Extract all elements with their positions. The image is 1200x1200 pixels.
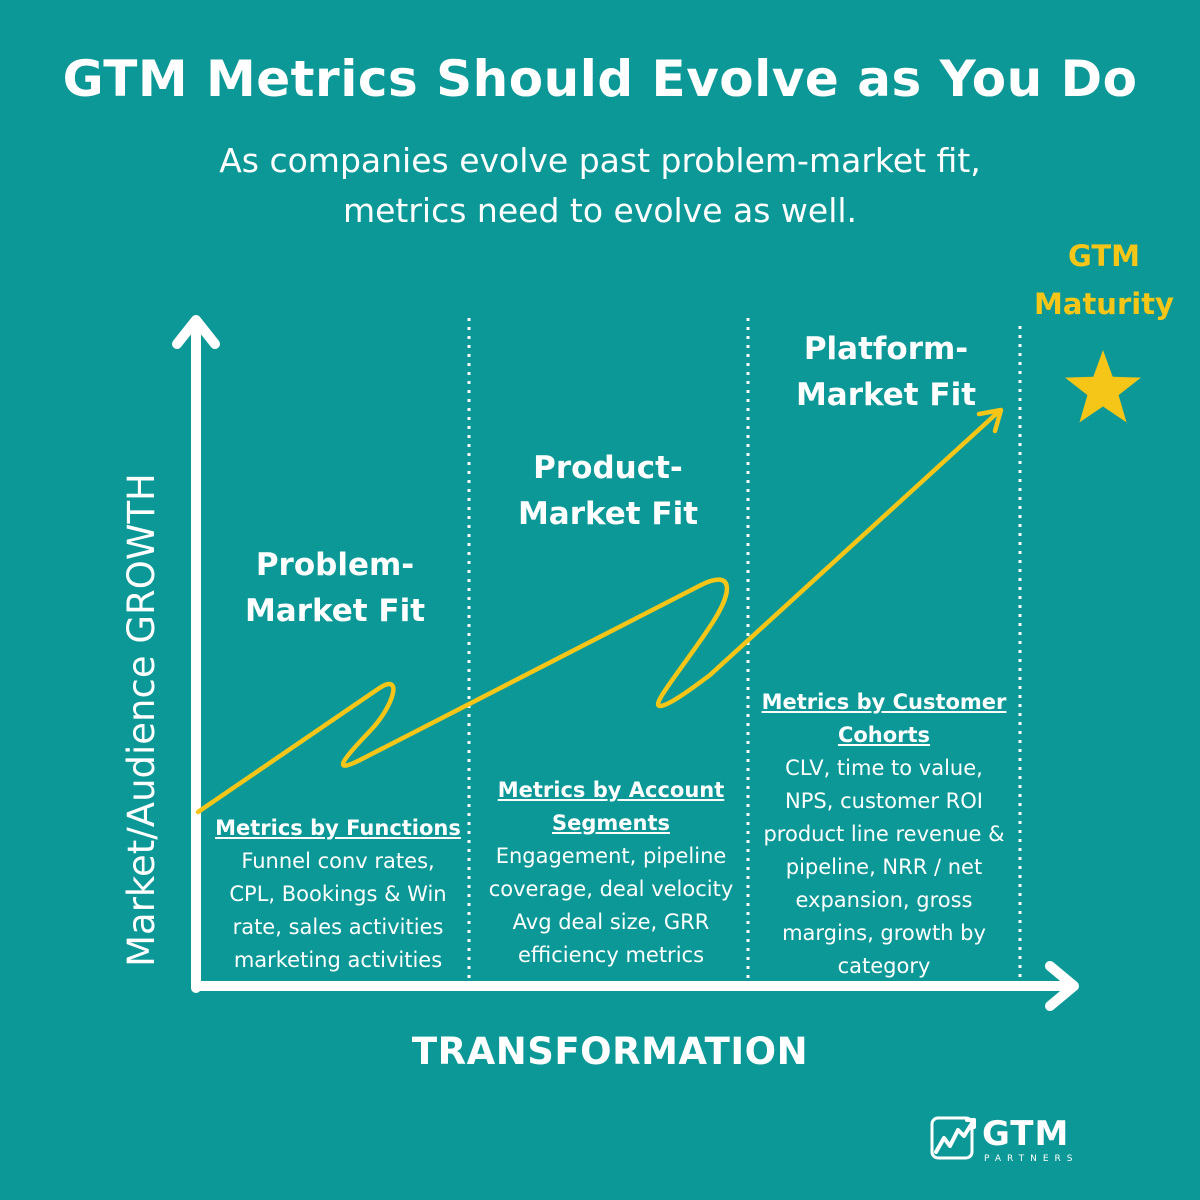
stage-title-product-market-fit: Product- Market Fit (470, 445, 746, 537)
metrics-block-customer-cohorts: Metrics by Customer Cohorts CLV, time to… (748, 686, 1020, 983)
metrics-heading: Segments (551, 811, 670, 835)
metrics-line: rate, sales activities (232, 915, 444, 939)
metrics-line: pipeline, NRR / net (785, 855, 983, 879)
metrics-line: Funnel conv rates, (241, 849, 435, 873)
metrics-line: margins, growth by (782, 921, 986, 945)
stage-title-problem-market-fit: Problem- Market Fit (200, 542, 470, 634)
metrics-heading: Metrics by Functions (215, 816, 461, 840)
stage-title-line: Platform- (803, 331, 969, 367)
metrics-line: coverage, deal velocity (488, 877, 734, 901)
star-icon (1065, 350, 1141, 423)
metrics-line: marketing activities (233, 948, 443, 972)
metrics-line: CLV, time to value, (785, 756, 983, 780)
gtm-maturity-line-1: GTM (1068, 239, 1140, 273)
metrics-line: CPL, Bookings & Win (229, 882, 447, 906)
stage-title-line: Market Fit (517, 496, 699, 532)
metrics-line: Engagement, pipeline (495, 844, 727, 868)
rising-chart-icon (930, 1116, 976, 1160)
logo-subtext: PARTNERS (984, 1154, 1079, 1164)
subtitle-line-1: As companies evolve past problem-market … (219, 141, 981, 180)
x-axis-label: TRANSFORMATION (411, 1030, 809, 1073)
metrics-heading: Cohorts (837, 723, 931, 747)
gtm-maturity-label: GTM Maturity (1018, 232, 1190, 328)
metrics-line: expansion, gross (795, 888, 973, 912)
metrics-block-account-segments: Metrics by Account Segments Engagement, … (470, 774, 752, 972)
stage-title-line: Market Fit (795, 377, 977, 413)
subtitle-line-2: metrics need to evolve as well. (342, 191, 858, 230)
x-axis-arrowhead (1045, 961, 1079, 1011)
metrics-heading: Metrics by Account (497, 778, 725, 802)
logo-name: GTM (982, 1114, 1070, 1154)
growth-path-arrowhead (976, 407, 1004, 434)
gtm-partners-logo: GTM PARTNERS (928, 1112, 1088, 1172)
gtm-maturity-line-2: Maturity (1034, 287, 1174, 321)
metrics-heading: Metrics by Customer (761, 690, 1007, 714)
y-axis-label: Market/Audience GROWTH (120, 473, 163, 967)
y-axis-arrowhead (172, 315, 220, 349)
stage-title-line: Market Fit (244, 593, 426, 629)
stage-title-line: Product- (533, 450, 683, 486)
growth-path (195, 411, 999, 815)
page-title: GTM Metrics Should Evolve as You Do (62, 50, 1138, 108)
stage-title-line: Problem- (255, 547, 415, 583)
metrics-line: efficiency metrics (517, 943, 705, 967)
metrics-line: product line revenue & (763, 822, 1005, 846)
metrics-block-functions: Metrics by Functions Funnel conv rates, … (200, 812, 476, 977)
metrics-line: Avg deal size, GRR (512, 910, 710, 934)
stage-title-platform-market-fit: Platform- Market Fit (748, 326, 1024, 418)
page-subtitle: As companies evolve past problem-market … (150, 136, 1050, 236)
metrics-line: NPS, customer ROI (785, 789, 983, 813)
metrics-line: category (837, 954, 931, 978)
